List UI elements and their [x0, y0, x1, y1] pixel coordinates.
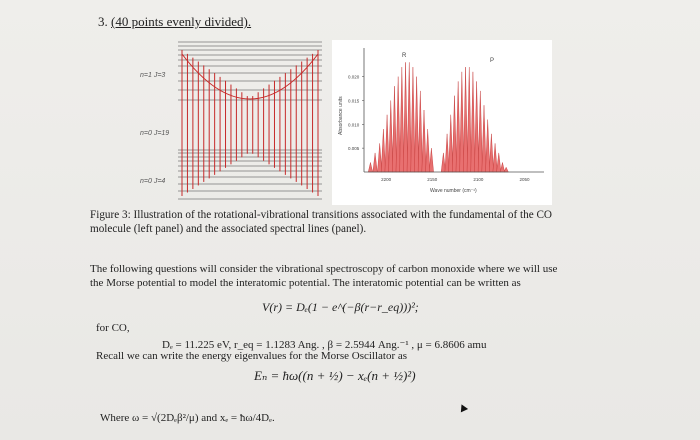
figure-caption: Figure 3: Illustration of the rotational… — [90, 209, 552, 235]
y-tick-label: 0.010 — [348, 122, 360, 127]
spectrum-chart: 0.020 0.015 0.010 0.005 2200 2150 2100 2050 Abs… — [332, 40, 552, 205]
branch-label-p: P — [490, 58, 494, 64]
y-tick-label: 0.005 — [348, 146, 360, 151]
level-label-upper: n=1 J=3 — [140, 72, 166, 79]
x-tick-label: 2050 — [520, 177, 531, 182]
x-tick-label: 2150 — [427, 177, 438, 182]
level-label-lower: n=0 J=4 — [140, 178, 166, 185]
energy-eigenvalue-equation: Eₙ = ħω((n + ½) − xₑ(n + ½)²) — [254, 368, 416, 383]
level-label-middle: n=0 J=19 — [140, 130, 170, 137]
recall-text: Recall we can write the energy eigenvalu… — [96, 350, 408, 362]
chart-background — [332, 40, 552, 205]
morse-potential-equation: V(r) = Dₑ(1 − e^(−β(r−r_eq)))²; — [262, 300, 419, 314]
x-tick-label: 2200 — [381, 177, 392, 182]
y-tick-label: 0.020 — [348, 75, 360, 80]
mouse-cursor-icon — [457, 402, 469, 413]
question-header: 3. (40 points evenly divided). — [98, 14, 251, 30]
y-tick-label: 0.015 — [348, 98, 360, 103]
where-definitions: Where ω = √(2Dₑβ²/μ) and xₑ = ħω/4Dₑ. — [100, 412, 275, 424]
x-tick-label: 2100 — [473, 177, 484, 182]
question-number: 3. — [98, 14, 108, 29]
intro-paragraph: The following questions will consider th… — [90, 263, 558, 289]
transition-envelope — [181, 53, 319, 100]
y-axis-label: Absorbance units — [338, 96, 344, 135]
question-points: (40 points evenly divided). — [111, 14, 252, 29]
branch-label-r: R — [402, 53, 407, 59]
energy-level-diagram — [178, 41, 322, 200]
co-parameters: Dₑ = 11.225 eV, r_eq = 1.1283 Ang. , β =… — [162, 339, 487, 351]
for-co-label: for CO, — [96, 322, 130, 334]
x-axis-label: Wave number (cm⁻¹) — [430, 188, 477, 194]
